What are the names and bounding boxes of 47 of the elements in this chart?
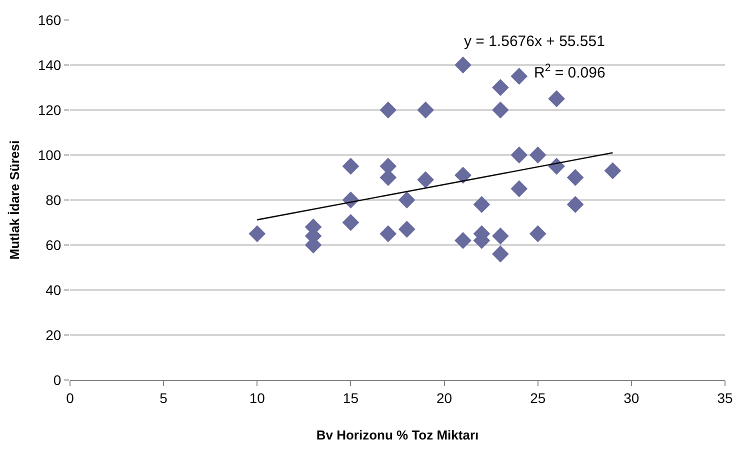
y-tick-label: 140 — [38, 56, 62, 73]
y-tick-label: 160 — [38, 12, 62, 28]
point — [398, 220, 416, 238]
point — [342, 214, 360, 231]
point — [529, 225, 546, 242]
annotation: y = 1.5676x + 55.551 — [464, 33, 605, 50]
y-tick-label: 20 — [46, 326, 62, 343]
y-tick-label: 40 — [46, 282, 62, 298]
point — [548, 90, 566, 108]
point — [380, 225, 397, 242]
point — [529, 146, 546, 164]
point — [417, 171, 434, 188]
point — [492, 79, 509, 96]
point — [380, 102, 397, 118]
point — [492, 102, 509, 118]
point — [398, 192, 416, 208]
point — [604, 162, 622, 180]
point — [492, 246, 509, 262]
point — [454, 232, 472, 249]
y-tick-label: 120 — [38, 102, 62, 118]
y-tick-label: 80 — [46, 192, 62, 208]
point — [510, 68, 528, 85]
point — [510, 146, 528, 164]
x-tick-label: 15 — [342, 390, 359, 406]
y-tick-label: 0 — [53, 372, 62, 388]
point — [454, 56, 472, 74]
point — [454, 166, 472, 184]
point — [510, 180, 528, 198]
point — [492, 228, 509, 244]
y-tick-label: 100 — [38, 146, 62, 163]
x-tick-label: 5 — [160, 390, 168, 406]
y-axis-title: Mutlak İdare Süresi — [6, 140, 22, 260]
x-tick-label: 25 — [530, 390, 546, 406]
x-tick-label: 10 — [249, 390, 266, 406]
point — [417, 102, 434, 118]
point — [566, 196, 584, 213]
x-tick-label: 20 — [436, 390, 452, 406]
x-tick-label: 35 — [717, 390, 733, 406]
point — [342, 158, 360, 175]
annotation: R$^{2}$ = 0.096 — [534, 62, 606, 82]
x-axis-title: Bv Horizonu % Toz Miktarı — [316, 427, 479, 442]
x-tick-label: 0 — [66, 390, 74, 406]
point — [248, 225, 266, 242]
point — [566, 169, 584, 186]
x-tick-label: 30 — [624, 390, 640, 406]
point — [473, 196, 490, 213]
y-tick-label: 60 — [46, 236, 62, 253]
